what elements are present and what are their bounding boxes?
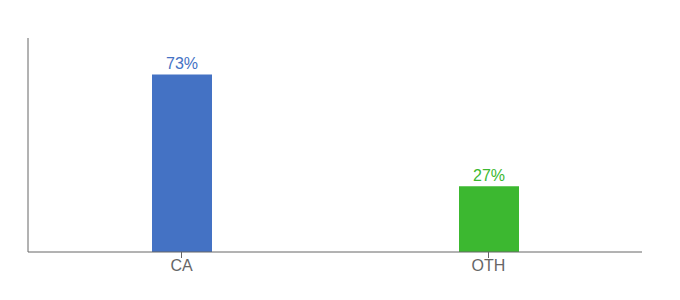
svg-text:OTH: OTH — [472, 257, 506, 274]
svg-text:27%: 27% — [473, 167, 505, 184]
svg-text:CA: CA — [170, 257, 193, 274]
svg-text:73%: 73% — [166, 55, 198, 72]
